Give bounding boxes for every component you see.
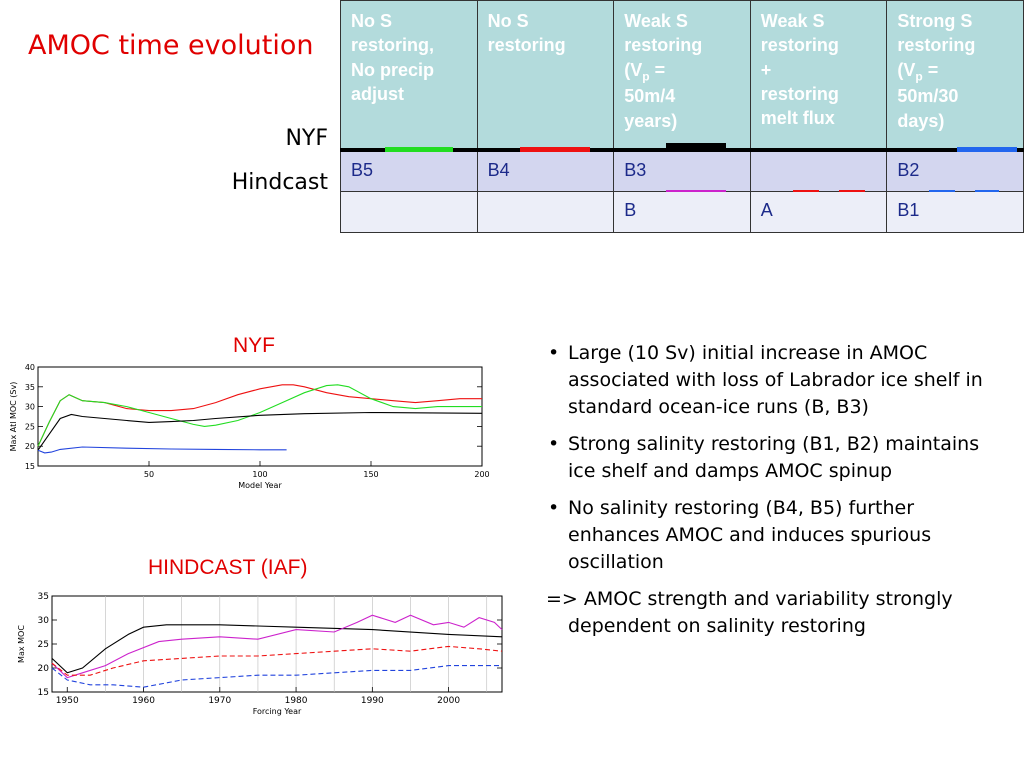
x-tick-label: 50	[144, 470, 154, 479]
bullet-dot: •	[548, 342, 560, 364]
x-tick-label: 1980	[285, 696, 308, 706]
header-vp-text: (Vp =	[624, 59, 666, 84]
bullet-dot: •	[548, 497, 560, 519]
row-label-nyf: NYF	[285, 126, 328, 151]
series-line-2	[51, 645, 503, 676]
table-cell: B3	[613, 149, 751, 195]
y-tick-label: 30	[38, 616, 50, 626]
y-tick-label: 30	[25, 403, 35, 412]
y-tick-label: 25	[38, 640, 49, 650]
header-text: restoring	[487, 35, 566, 56]
series-line-3	[37, 446, 287, 454]
y-tick-label: 20	[25, 442, 35, 451]
y-tick-label: 20	[38, 664, 50, 674]
header-weak-s: Weak S restoring (Vp = 50m/4 years)	[613, 0, 751, 152]
header-text: restoring,	[351, 35, 435, 56]
x-axis-label: Forcing Year	[253, 707, 302, 716]
legend-bar-b2	[957, 147, 1018, 152]
table-cell: B2	[886, 149, 1024, 195]
slide-title: AMOC time evolution	[28, 30, 314, 61]
legend-bar-b4	[519, 147, 590, 152]
x-tick-label: 150	[363, 470, 378, 479]
header-vp-text: (Vp =	[897, 59, 939, 84]
y-axis-label: Max MOC	[17, 625, 26, 663]
header-text: years)	[624, 110, 678, 131]
cell-text: B2	[897, 160, 920, 180]
header-text: restoring	[760, 83, 839, 104]
table-cell	[340, 191, 478, 233]
header-text: Weak S	[624, 11, 688, 31]
row-label-hindcast: Hindcast	[231, 170, 328, 195]
header-text: 50m/4	[624, 86, 676, 107]
header-weak-s-melt: Weak S restoring + restoring melt flux	[749, 0, 888, 152]
legend-bar-b5	[385, 147, 453, 152]
nyf-plot-title: NYF	[233, 334, 275, 357]
table-row-nyf: B5 B4 B3 B2	[340, 149, 1024, 195]
series-line-0	[51, 624, 503, 674]
table-cell: B1	[886, 191, 1024, 233]
hindcast-chart: 35 30 25 20 15 1950 1960 1970 1980 1990 2000 Forcin…	[17, 592, 503, 716]
header-text: No precip	[351, 59, 435, 80]
header-text: No S	[487, 11, 529, 31]
y-axis-label: Max Atl MOC (Sv)	[9, 382, 18, 452]
conclusion-text: => AMOC strength and variability strongl…	[546, 588, 953, 637]
bullet-text: Large (10 Sv) initial increase in AMOC a…	[568, 342, 983, 418]
x-tick-label: 1950	[56, 696, 79, 706]
series-line-2	[37, 411, 483, 451]
header-strong-s: Strong S restoring (Vp = 50m/30 days)	[886, 0, 1024, 152]
bullet-dot: •	[548, 433, 560, 455]
y-tick-label: 25	[25, 422, 35, 431]
x-tick-label: 100	[252, 470, 267, 479]
series-line-1	[51, 614, 503, 679]
table-cell: B4	[476, 149, 615, 192]
y-tick-label: 40	[25, 363, 35, 372]
header-text: Strong S	[897, 11, 973, 31]
y-tick-label: 35	[25, 383, 35, 392]
header-text: days)	[897, 110, 945, 131]
bullet-item: • No salinity restoring (B4, B5) further …	[546, 495, 1006, 576]
table-cell	[476, 191, 615, 233]
x-axis-label: Model Year	[238, 481, 282, 490]
header-text: restoring	[897, 35, 976, 56]
bullet-item: • Large (10 Sv) initial increase in AMOC …	[546, 340, 1006, 421]
header-no-s-no-precip: No S restoring, No precip adjust	[340, 0, 478, 152]
header-text: adjust	[351, 83, 405, 104]
plot-frame	[37, 366, 483, 467]
header-text: melt flux	[760, 108, 835, 129]
y-tick-label: 15	[25, 462, 35, 471]
experiment-table: No S restoring, No precip adjust No S re…	[340, 0, 1024, 233]
x-tick-label: 1990	[361, 696, 384, 706]
series-line-3	[51, 665, 502, 688]
header-text: restoring	[624, 35, 703, 56]
hindcast-plot-title: HINDCAST (IAF)	[148, 556, 308, 579]
header-no-s: No S restoring	[476, 0, 615, 152]
legend-bar-b3	[666, 143, 727, 148]
table-cell: B5	[340, 149, 478, 192]
x-tick-label: 1960	[132, 696, 155, 706]
bullet-item: • Strong salinity restoring (B1, B2) main…	[546, 431, 1006, 485]
x-tick-label: 200	[474, 470, 489, 479]
header-text: Weak S	[760, 11, 825, 31]
x-tick-label: 2000	[437, 696, 460, 706]
header-text: restoring	[760, 35, 839, 56]
header-text: 50m/30	[897, 86, 959, 107]
table-cell	[749, 149, 888, 195]
nyf-chart: 40 35 30 25 20 15 50 100 150 200 Model Year Max Atl…	[9, 363, 490, 490]
cell-text: B3	[624, 160, 647, 180]
table-row-hindcast: B A B1	[340, 191, 1024, 233]
table-cell: A	[749, 191, 888, 233]
y-tick-label: 35	[38, 592, 49, 602]
bullet-text: No salinity restoring (B4, B5) further e…	[568, 497, 932, 573]
table-cell: B	[613, 191, 751, 233]
bullet-text: Strong salinity restoring (B1, B2) maint…	[568, 433, 980, 482]
plot-frame	[51, 595, 503, 693]
bullet-list: • Large (10 Sv) initial increase in AMOC …	[546, 340, 1006, 640]
table-header-row: No S restoring, No precip adjust No S re…	[340, 0, 1024, 152]
x-tick-label: 1970	[208, 696, 231, 706]
y-tick-label: 15	[38, 688, 49, 698]
header-text: +	[760, 59, 772, 80]
series-line-1	[37, 384, 482, 447]
header-text: No S	[351, 11, 393, 31]
